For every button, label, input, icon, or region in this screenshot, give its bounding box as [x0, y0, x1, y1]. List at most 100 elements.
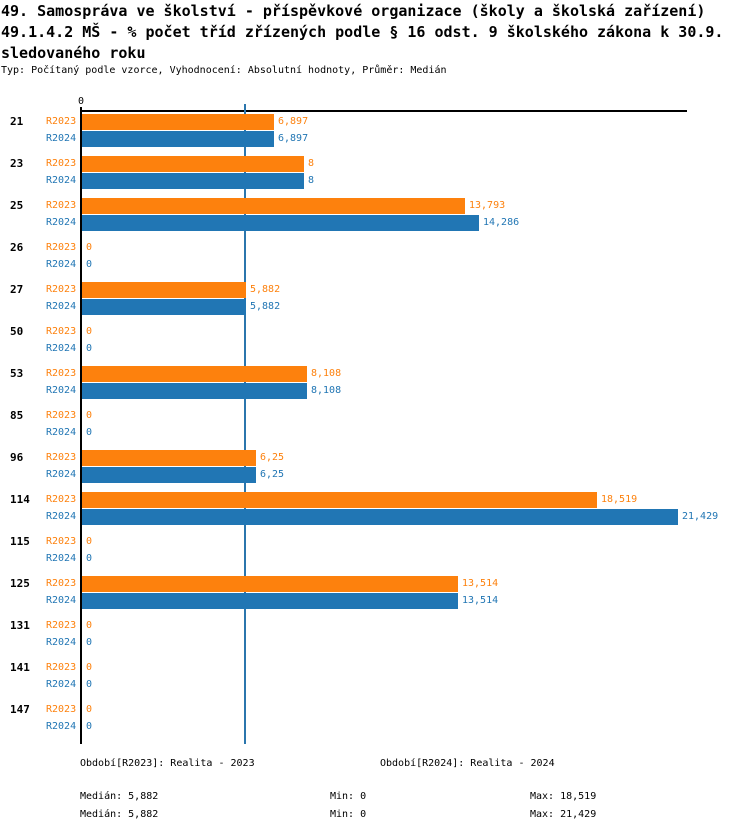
series-name-label: R2024 — [46, 595, 77, 606]
bar-value-label: 14,286 — [483, 217, 520, 228]
bar-value-label: 0 — [86, 679, 93, 690]
stat-max-r2023: Max: 18,519 — [530, 791, 597, 802]
category-label: 53 — [10, 367, 24, 380]
bar-value-label: 0 — [86, 620, 93, 631]
page-title-line-1: 49. Samospráva ve školství - příspěvkové… — [1, 2, 706, 20]
bar-r2023-25 — [82, 198, 465, 214]
bar-value-label: 0 — [86, 242, 93, 253]
category-label: 125 — [10, 577, 30, 590]
bar-r2024-125 — [82, 593, 458, 609]
bar-value-label: 0 — [86, 326, 93, 337]
series-name-label: R2023 — [46, 662, 77, 673]
series-name-label: R2024 — [46, 133, 77, 144]
category-label: 141 — [10, 661, 30, 674]
series-name-label: R2023 — [46, 578, 77, 589]
series-name-label: R2023 — [46, 620, 77, 631]
series-name-label: R2023 — [46, 452, 77, 463]
category-label: 85 — [10, 409, 24, 422]
series-name-label: R2024 — [46, 679, 77, 690]
stat-min-r2023: Min: 0 — [330, 791, 367, 802]
series-name-label: R2024 — [46, 385, 77, 396]
axis-top-line — [80, 110, 687, 112]
legend-item-r2024: Období[R2024]: Realita - 2024 — [380, 758, 555, 769]
series-name-label: R2024 — [46, 343, 77, 354]
series-name-label: R2024 — [46, 469, 77, 480]
series-name-label: R2024 — [46, 721, 77, 732]
bar-r2023-21 — [82, 114, 274, 130]
median-reference-line — [244, 104, 246, 744]
bar-r2024-53 — [82, 383, 307, 399]
category-label: 147 — [10, 703, 30, 716]
category-label: 114 — [10, 493, 30, 506]
category-label: 115 — [10, 535, 30, 548]
bar-value-label: 0 — [86, 662, 93, 673]
series-name-label: R2023 — [46, 536, 77, 547]
page-title-line-3: sledovaného roku — [1, 44, 146, 62]
category-label: 131 — [10, 619, 30, 632]
series-name-label: R2023 — [46, 326, 77, 337]
bar-value-label: 0 — [86, 410, 93, 421]
series-name-label: R2023 — [46, 704, 77, 715]
series-name-label: R2023 — [46, 200, 77, 211]
series-name-label: R2024 — [46, 301, 77, 312]
series-name-label: R2023 — [46, 410, 77, 421]
bar-value-label: 8 — [308, 158, 315, 169]
stat-max-r2024: Max: 21,429 — [530, 809, 597, 820]
bar-value-label: 0 — [86, 553, 93, 564]
bar-value-label: 0 — [86, 427, 93, 438]
bar-value-label: 0 — [86, 536, 93, 547]
series-name-label: R2024 — [46, 259, 77, 270]
bar-r2023-125 — [82, 576, 458, 592]
bar-r2023-23 — [82, 156, 304, 172]
bar-value-label: 6,25 — [260, 452, 285, 463]
chart-meta-info: Typ: Počítaný podle vzorce, Vyhodnocení:… — [1, 65, 447, 76]
stat-median-r2023: Medián: 5,882 — [80, 791, 159, 802]
bar-value-label: 0 — [86, 637, 93, 648]
category-label: 23 — [10, 157, 24, 170]
series-name-label: R2023 — [46, 284, 77, 295]
bar-value-label: 0 — [86, 721, 93, 732]
axis-zero-tick-label: 0 — [77, 96, 85, 107]
bar-r2023-27 — [82, 282, 246, 298]
bar-value-label: 0 — [86, 343, 93, 354]
bar-value-label: 0 — [86, 704, 93, 715]
bar-r2023-53 — [82, 366, 307, 382]
series-name-label: R2023 — [46, 116, 77, 127]
bar-value-label: 13,793 — [469, 200, 506, 211]
bar-r2023-114 — [82, 492, 597, 508]
bar-r2024-114 — [82, 509, 678, 525]
series-name-label: R2024 — [46, 175, 77, 186]
series-name-label: R2024 — [46, 553, 77, 564]
category-label: 21 — [10, 115, 24, 128]
category-label: 25 — [10, 199, 24, 212]
bar-value-label: 6,897 — [278, 133, 309, 144]
bar-r2024-96 — [82, 467, 256, 483]
bar-r2024-27 — [82, 299, 246, 315]
stat-min-r2024: Min: 0 — [330, 809, 367, 820]
bar-value-label: 8 — [308, 175, 315, 186]
bar-r2023-96 — [82, 450, 256, 466]
category-label: 50 — [10, 325, 24, 338]
stat-median-r2024: Medián: 5,882 — [80, 809, 159, 820]
bar-value-label: 0 — [86, 259, 93, 270]
bar-value-label: 8,108 — [311, 368, 342, 379]
series-name-label: R2024 — [46, 637, 77, 648]
bar-r2024-21 — [82, 131, 274, 147]
legend-item-r2023: Období[R2023]: Realita - 2023 — [80, 758, 255, 769]
category-label: 96 — [10, 451, 24, 464]
series-name-label: R2023 — [46, 494, 77, 505]
series-name-label: R2023 — [46, 242, 77, 253]
series-name-label: R2024 — [46, 427, 77, 438]
bar-value-label: 21,429 — [682, 511, 719, 522]
series-name-label: R2023 — [46, 368, 77, 379]
category-label: 26 — [10, 241, 24, 254]
series-name-label: R2024 — [46, 217, 77, 228]
bar-value-label: 13,514 — [462, 578, 499, 589]
bar-value-label: 6,897 — [278, 116, 309, 127]
series-name-label: R2024 — [46, 511, 77, 522]
bar-value-label: 5,882 — [250, 284, 281, 295]
bar-value-label: 18,519 — [601, 494, 638, 505]
page-title-line-2: 49.1.4.2 MŠ - % počet tříd zřízených pod… — [1, 23, 724, 41]
bar-r2024-25 — [82, 215, 479, 231]
